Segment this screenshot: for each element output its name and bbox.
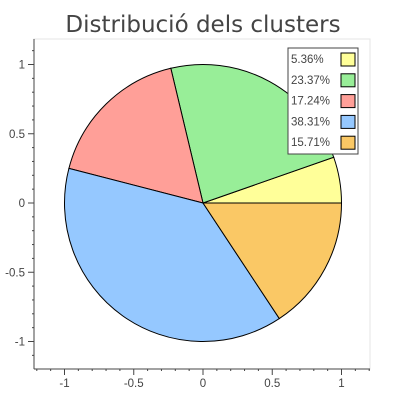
y-tick-label: -0.5 (5, 267, 25, 279)
pie-slices (64, 64, 343, 342)
x-tick-label: 0 (200, 378, 206, 390)
legend-label: 17.24% (291, 96, 330, 108)
legend: 5.36% 23.37% 17.24% 38.31% 15.71% (287, 47, 359, 155)
axes: -1 -0.5 0 0.5 1 1 0.5 0 -0.5 -1 (5, 39, 370, 390)
legend-label: 23.37% (291, 75, 330, 87)
legend-label: 38.31% (291, 116, 330, 128)
legend-label: 15.71% (291, 137, 330, 149)
x-tick-label: -1 (59, 378, 69, 390)
y-tick-label: 0 (19, 198, 25, 210)
y-tick-label: 1 (19, 60, 25, 72)
legend-swatch (340, 135, 356, 150)
x-tick-label: -0.5 (124, 378, 144, 390)
legend-swatch (340, 114, 356, 129)
x-tick-label: 0.5 (264, 378, 280, 390)
legend-swatch (340, 52, 356, 67)
pie-slice-5 (202, 202, 343, 320)
legend-label: 5.36% (291, 54, 324, 66)
x-tick-label: 1 (338, 378, 344, 390)
y-tick-label: -1 (15, 337, 25, 349)
pie-slice-4 (64, 167, 281, 342)
chart-title: Distribució dels clusters (65, 12, 340, 38)
pie-slice-3 (68, 67, 204, 204)
legend-swatch (340, 94, 356, 109)
legend-swatch (340, 73, 356, 88)
y-tick-label: 0.5 (9, 129, 25, 141)
